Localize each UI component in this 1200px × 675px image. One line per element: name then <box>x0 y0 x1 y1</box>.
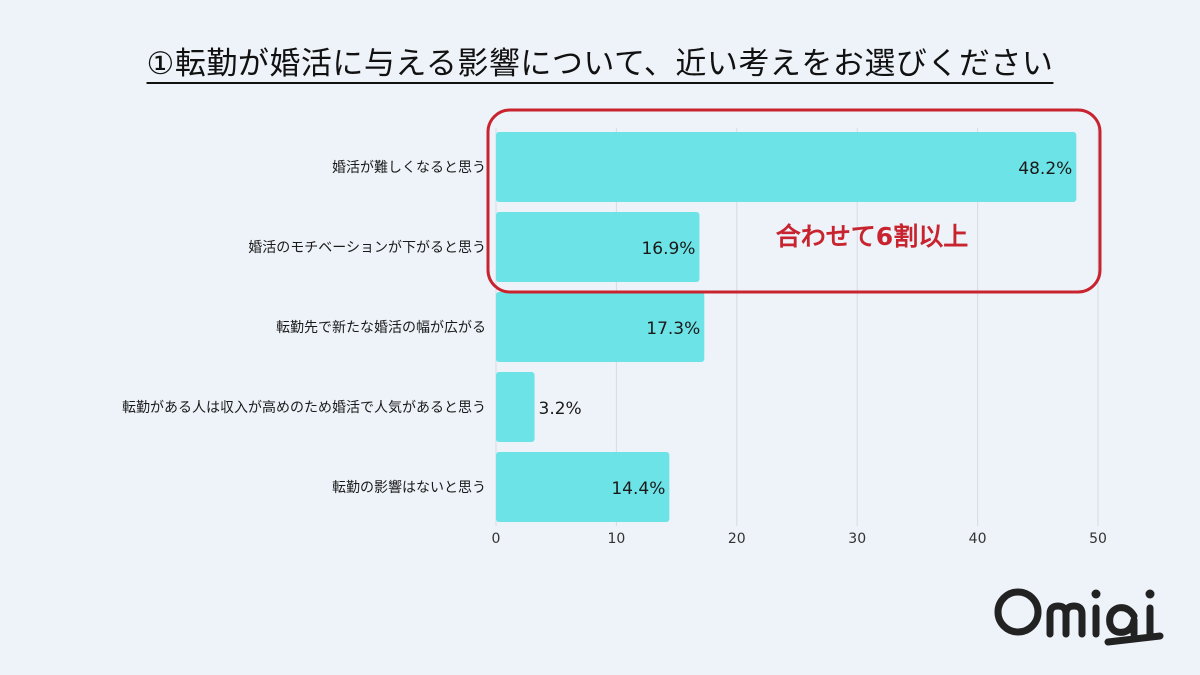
data-label: 16.9% <box>641 239 695 259</box>
x-tick-label: 20 <box>728 531 746 547</box>
highlight-group: 合わせて6割以上 <box>486 108 1102 294</box>
data-label: 14.4% <box>611 479 665 499</box>
value-labels: 48.2% 16.9% 17.3% 3.2% 14.4% <box>539 159 1073 499</box>
category-label: 婚活が難しくなると思う <box>332 160 486 176</box>
bars <box>496 132 1077 522</box>
category-label: 転勤先で新たな婚活の幅が広がる <box>276 320 486 336</box>
category-label: 婚活のモチベーションが下がると思う <box>248 240 486 256</box>
x-tick-label: 40 <box>969 531 987 547</box>
category-labels: 婚活が難しくなると思う婚活のモチベーションが下がると思う転勤先で新たな婚活の幅が… <box>122 160 486 496</box>
callout-text: 合わせて6割以上 <box>776 222 968 251</box>
bar <box>496 212 700 282</box>
category-label: 転勤の影響はないと思う <box>332 479 486 496</box>
bar <box>496 452 670 522</box>
x-tick-label: 10 <box>607 531 625 547</box>
highlight-box <box>486 108 1102 294</box>
chart-title: ①転勤が婚活に与える影響について、近い考えをお選びください <box>146 46 1054 82</box>
x-tick-label: 30 <box>848 531 866 547</box>
bar <box>496 292 705 362</box>
category-label: 転勤がある人は収入が高めのため婚活で人気があると思う <box>122 399 486 416</box>
x-tick-label: 50 <box>1089 531 1107 547</box>
bar <box>496 132 1077 202</box>
bar <box>496 372 535 442</box>
data-label: 48.2% <box>1018 159 1072 179</box>
data-label: 17.3% <box>646 319 700 339</box>
omiai-logo <box>994 588 1164 646</box>
x-axis-ticks: 0 10 20 30 40 50 <box>492 531 1107 547</box>
x-tick-label: 0 <box>492 531 501 547</box>
data-label: 3.2% <box>539 399 582 419</box>
